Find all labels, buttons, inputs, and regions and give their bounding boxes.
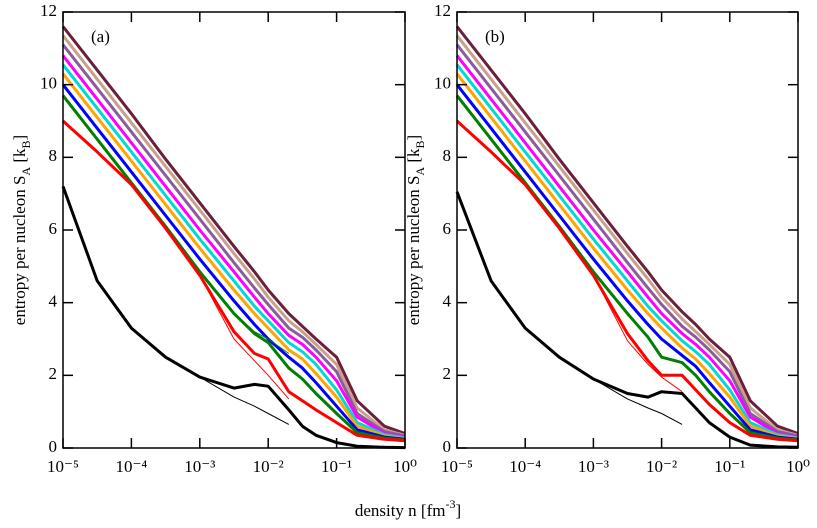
x-tick-label: 10⁻²	[253, 457, 284, 476]
label-script: -3	[445, 497, 455, 511]
series-line	[455, 191, 799, 449]
label-part: ]	[404, 135, 423, 141]
series-line	[199, 376, 290, 425]
y-tick-label: 4	[443, 292, 452, 311]
y-tick-label: 4	[49, 292, 58, 311]
x-tick-label: 10⁰	[393, 457, 417, 476]
label-part: density n [fm	[355, 501, 446, 520]
y-tick-label: 6	[49, 219, 58, 238]
y-tick-label: 8	[443, 146, 452, 165]
series-line	[455, 83, 799, 441]
series-line	[455, 43, 799, 438]
series-line	[61, 43, 406, 438]
y-tick-label: 0	[443, 437, 452, 456]
label-part: entropy per nucleon S	[404, 176, 423, 326]
x-tick-label: 10⁻⁵	[47, 457, 79, 476]
label-script: A	[19, 167, 33, 176]
x-tick-label: 10⁻⁴	[509, 457, 541, 476]
y-tick-label: 12	[40, 1, 57, 20]
x-tick-label: 10⁻¹	[321, 457, 352, 476]
y-tick-label: 6	[443, 219, 452, 238]
y-axis-label: entropy per nucleon SA [kB]	[404, 135, 427, 325]
series-line	[61, 54, 406, 439]
series-line	[455, 94, 799, 442]
label-script: A	[413, 167, 427, 176]
series-line	[61, 25, 406, 435]
panel-label: (a)	[91, 27, 110, 46]
y-tick-label: 8	[49, 146, 58, 165]
series-line	[61, 119, 406, 443]
y-axis-label: entropy per nucleon SA [kB]	[10, 135, 33, 325]
x-axis-label: density n [fm-3]	[355, 497, 461, 520]
series-line	[455, 72, 799, 441]
series-line	[455, 63, 799, 440]
label-part: ]	[10, 135, 29, 141]
x-tick-label: 10⁻⁵	[441, 457, 473, 476]
x-tick-label: 10⁻³	[184, 457, 215, 476]
x-tick-label: 10⁻¹	[714, 457, 745, 476]
panel-label: (b)	[485, 27, 505, 46]
series-line	[61, 63, 406, 440]
label-part: [k	[404, 148, 423, 167]
series-line	[199, 275, 290, 400]
series-line	[593, 378, 683, 425]
label-script: B	[19, 140, 33, 148]
series-line	[233, 313, 290, 354]
plot-frame	[456, 11, 799, 449]
series-line	[455, 119, 799, 443]
x-tick-label: 10⁻³	[578, 457, 609, 476]
series-line	[455, 25, 799, 435]
y-tick-label: 12	[434, 1, 451, 20]
y-tick-label: 2	[443, 364, 452, 383]
x-tick-label: 10⁻⁴	[115, 457, 147, 476]
plot-frame	[62, 11, 406, 449]
label-script: B	[413, 140, 427, 148]
y-tick-label: 10	[40, 74, 57, 93]
series-line	[61, 185, 406, 450]
label-part: ]	[455, 501, 461, 520]
series-line	[592, 275, 683, 393]
y-tick-label: 10	[434, 74, 451, 93]
label-part: entropy per nucleon S	[10, 176, 29, 326]
x-tick-label: 10⁻²	[646, 457, 677, 476]
series-line	[455, 54, 799, 439]
label-part: [k	[10, 148, 29, 167]
series-line	[61, 34, 406, 437]
y-tick-label: 0	[49, 437, 58, 456]
x-tick-label: 10⁰	[786, 457, 810, 476]
series-line	[61, 72, 406, 441]
series-line	[455, 34, 799, 437]
y-tick-label: 2	[49, 364, 58, 383]
